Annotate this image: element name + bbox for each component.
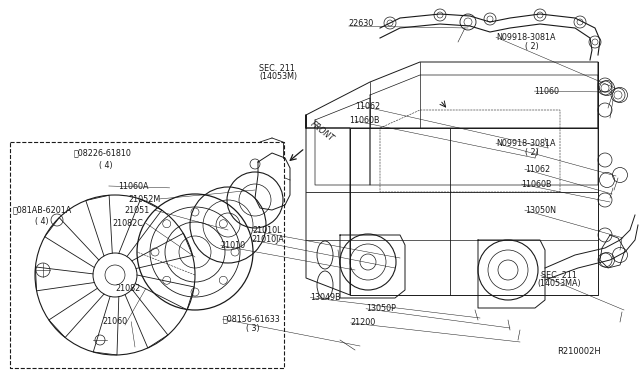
Text: 13049B: 13049B [310,293,341,302]
Text: 21052M: 21052M [128,195,160,203]
Text: R210002H: R210002H [557,347,600,356]
Text: 11060: 11060 [534,87,559,96]
Text: ( 4): ( 4) [99,161,113,170]
Text: ⒱08156-61633: ⒱08156-61633 [223,315,280,324]
Text: 21010L: 21010L [253,226,282,235]
Text: 21082C: 21082C [112,219,143,228]
Text: 21060: 21060 [102,317,127,326]
Text: N09918-3081A: N09918-3081A [496,33,556,42]
Text: (14053M): (14053M) [259,72,298,81]
Text: (14053MA): (14053MA) [538,279,581,288]
Text: ( 4): ( 4) [35,217,49,226]
Text: 11060A: 11060A [118,182,149,190]
Text: ( 2): ( 2) [525,42,538,51]
Text: N09918-3081A: N09918-3081A [496,139,556,148]
Text: 22630: 22630 [349,19,374,28]
Text: ( 3): ( 3) [246,324,260,333]
Text: 11062: 11062 [355,102,380,110]
Text: 11062: 11062 [525,165,550,174]
Text: 11060B: 11060B [349,116,380,125]
Text: 13050P: 13050P [366,304,396,313]
Text: 21082: 21082 [115,284,140,293]
Text: Ⓝ08226-61810: Ⓝ08226-61810 [74,148,131,157]
Text: 13050N: 13050N [525,206,556,215]
Text: ( 2): ( 2) [525,148,538,157]
Text: 11060B: 11060B [522,180,552,189]
Text: Ⓝ081AB-6201A: Ⓝ081AB-6201A [13,206,72,215]
Text: SEC. 211: SEC. 211 [259,64,295,73]
Text: 21051: 21051 [125,206,150,215]
Text: FRONT: FRONT [309,119,336,143]
Text: 21010JA: 21010JA [252,235,284,244]
Text: 21010: 21010 [221,241,246,250]
Text: SEC. 211: SEC. 211 [541,271,577,280]
Text: 21200: 21200 [351,318,376,327]
